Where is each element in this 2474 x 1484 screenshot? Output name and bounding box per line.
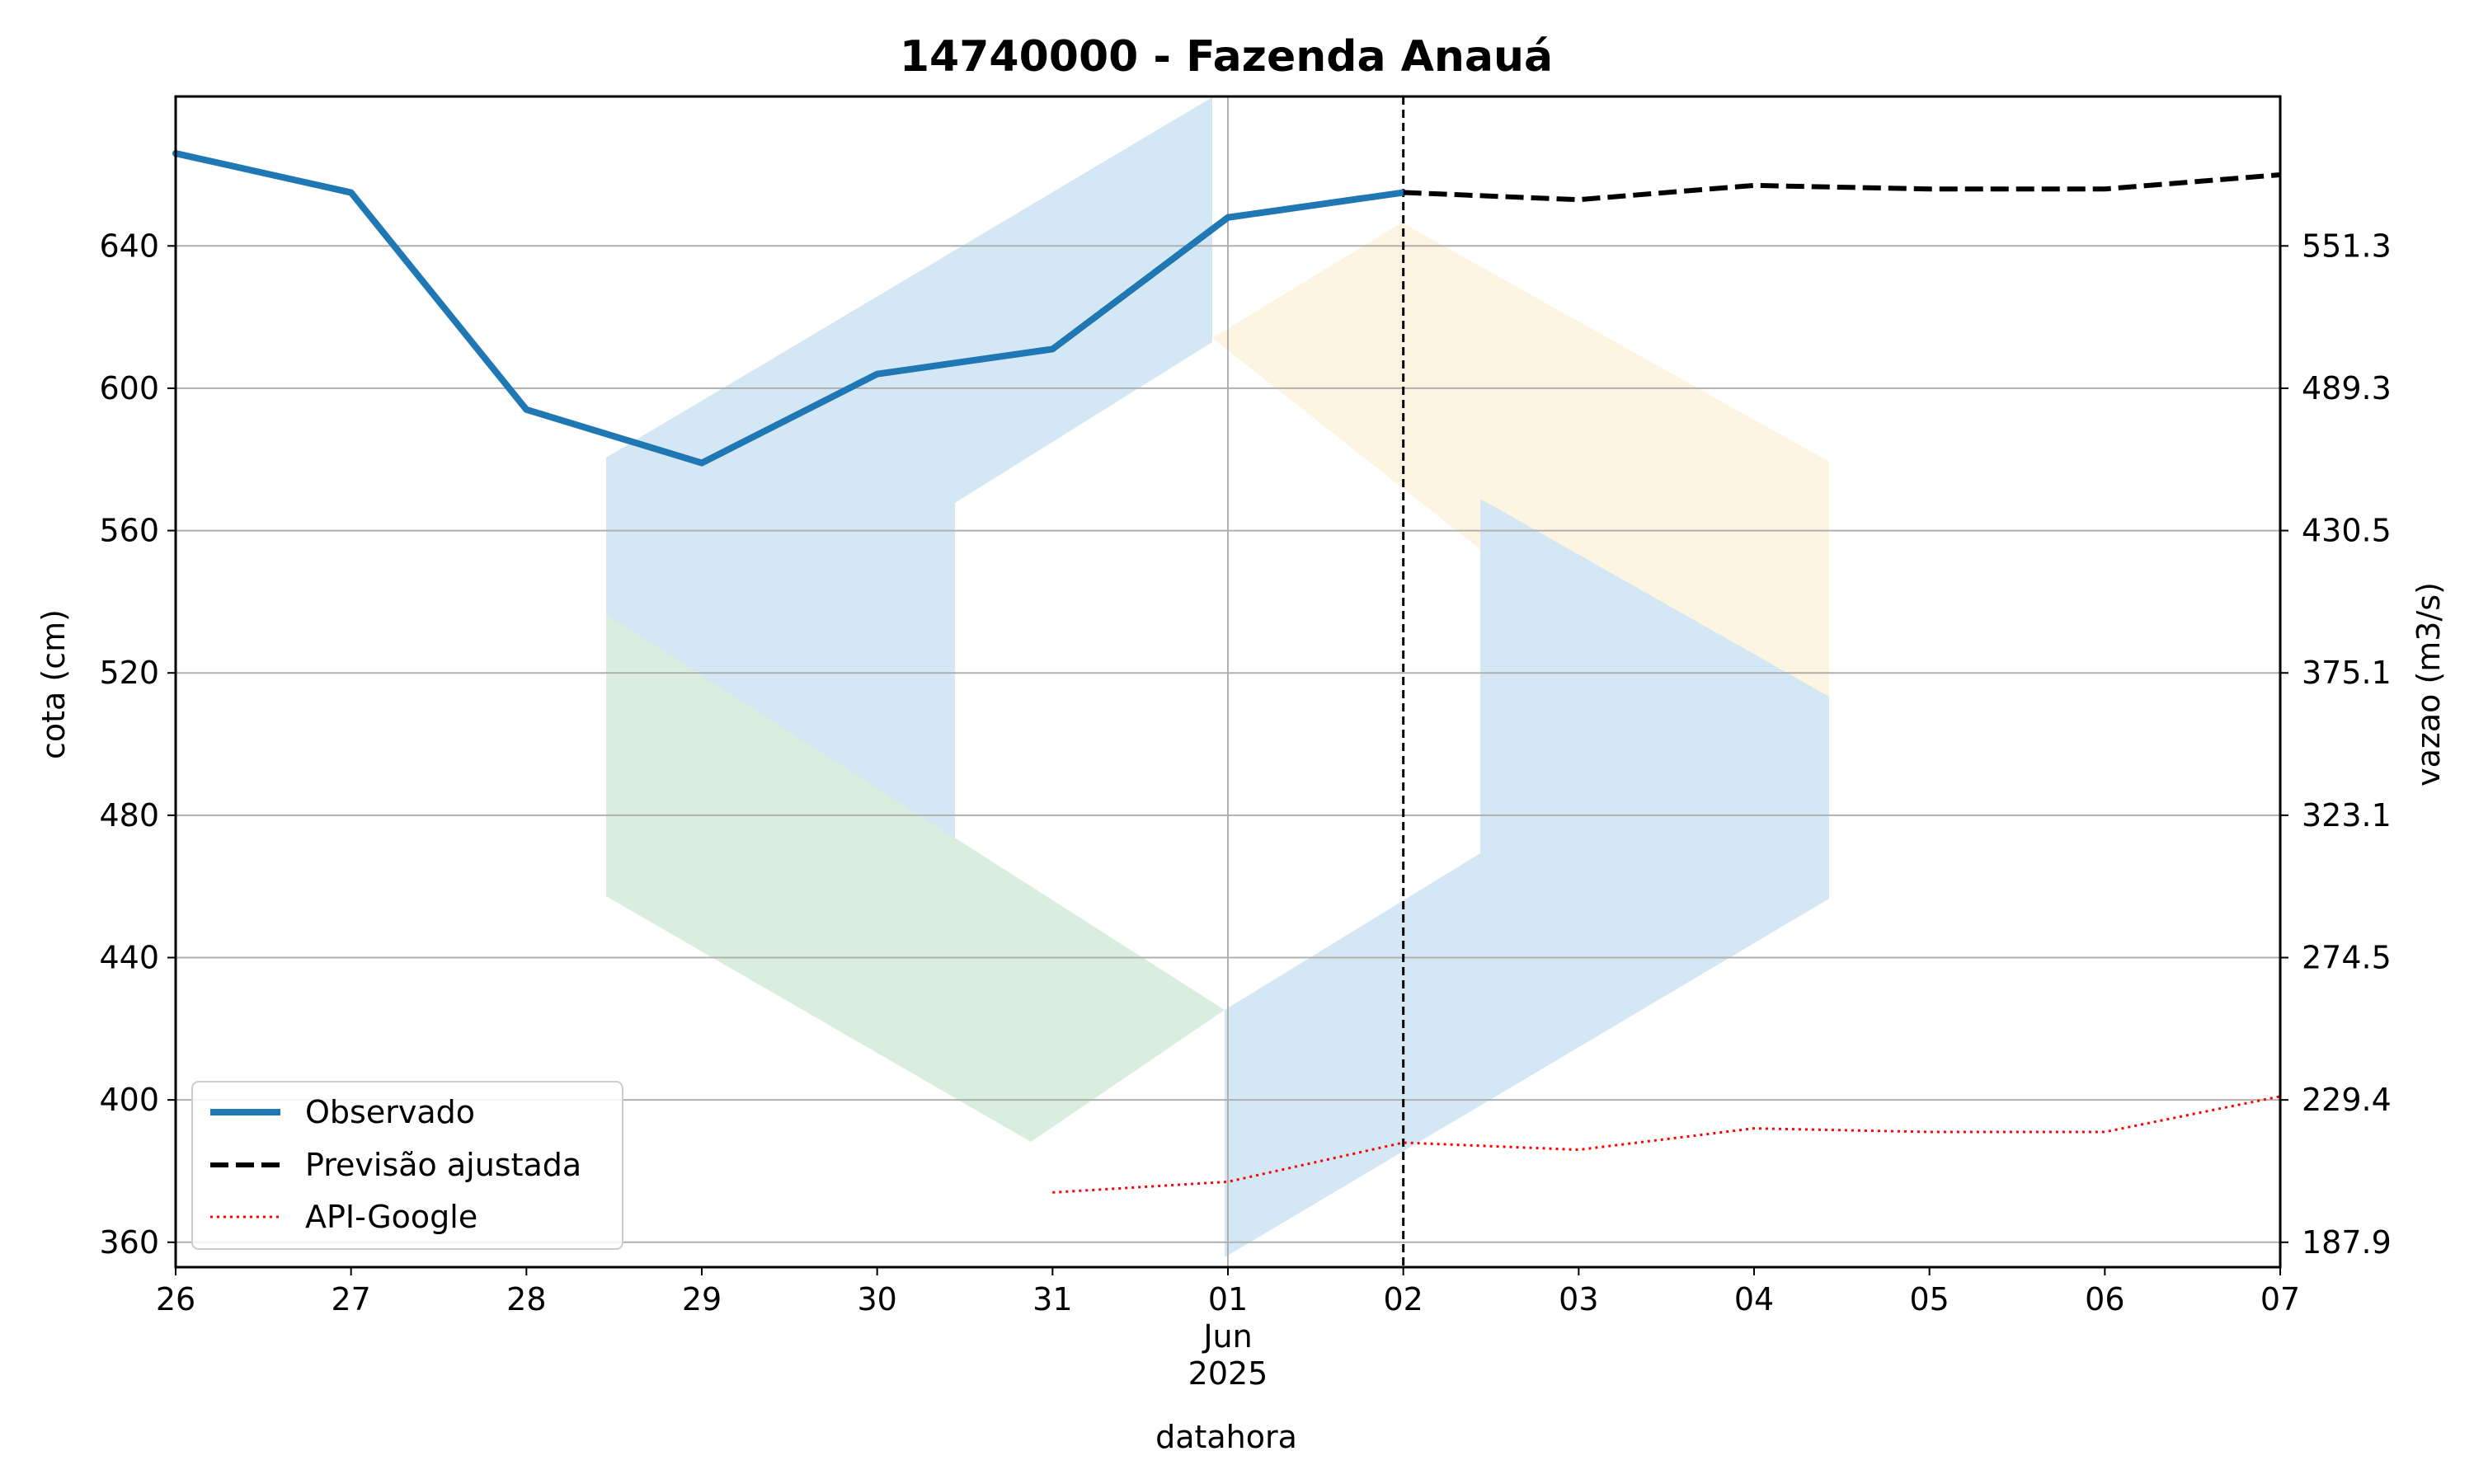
x-axis-label: datahora bbox=[1155, 1419, 1297, 1455]
xtick-label: 28 bbox=[506, 1281, 546, 1317]
xtick-label: 26 bbox=[156, 1281, 195, 1317]
xtick-label: 27 bbox=[331, 1281, 370, 1317]
xtick-label: 30 bbox=[857, 1281, 896, 1317]
chart-title: 14740000 - Fazenda Anauá bbox=[900, 32, 1553, 82]
ytick-label: 640 bbox=[99, 228, 159, 264]
plot-frame bbox=[174, 95, 2282, 1269]
xtick-sublabel: 2025 bbox=[1188, 1355, 1268, 1392]
xtick-label: 04 bbox=[1734, 1281, 1774, 1317]
series-layer bbox=[172, 96, 2281, 1267]
y2tick-label: 187.9 bbox=[2302, 1224, 2392, 1261]
xtick-label: 31 bbox=[1032, 1281, 1072, 1317]
ytick-label: 520 bbox=[99, 655, 159, 691]
ytick-label: 560 bbox=[99, 513, 159, 549]
xtick-label: 06 bbox=[2085, 1281, 2124, 1317]
ytick-label: 480 bbox=[99, 797, 159, 834]
ytick-label: 600 bbox=[99, 370, 159, 406]
series-line-previs-o-ajustada bbox=[1403, 171, 2281, 203]
y2-axis-label: vazao (m3/s) bbox=[2411, 582, 2447, 787]
y2tick-label: 229.4 bbox=[2302, 1082, 2392, 1118]
xtick-label: 02 bbox=[1383, 1281, 1423, 1317]
y2tick-label: 430.5 bbox=[2302, 513, 2392, 549]
ytick-label: 360 bbox=[99, 1224, 159, 1261]
y2tick-label: 274.5 bbox=[2302, 939, 2392, 975]
y-axis-label: cota (cm) bbox=[35, 609, 72, 759]
y2tick-label: 375.1 bbox=[2302, 655, 2392, 691]
ytick-label: 400 bbox=[99, 1082, 159, 1118]
y2tick-label: 551.3 bbox=[2302, 228, 2392, 264]
legend-label-api-google: API-Google bbox=[305, 1199, 477, 1235]
legend-label-observado: Observado bbox=[305, 1094, 475, 1130]
xtick-label: 07 bbox=[2260, 1281, 2300, 1317]
legend: Observado Previsão ajustada API-Google bbox=[191, 1081, 623, 1250]
xtick-label: 03 bbox=[1559, 1281, 1598, 1317]
legend-box bbox=[191, 1081, 623, 1250]
xtick-label: 05 bbox=[1909, 1281, 1949, 1317]
series-line-api-google bbox=[1052, 1095, 2281, 1194]
xtick-sublabel: Jun bbox=[1202, 1318, 1252, 1355]
y2tick-label: 323.1 bbox=[2302, 797, 2392, 834]
ytick-label: 440 bbox=[99, 939, 159, 975]
xtick-label: 01 bbox=[1208, 1281, 1248, 1317]
xtick-label: 29 bbox=[682, 1281, 722, 1317]
series-line-observado bbox=[172, 150, 1407, 467]
watermark-logo bbox=[606, 97, 1829, 1257]
y2tick-label: 489.3 bbox=[2302, 370, 2392, 406]
legend-label-previsao: Previsão ajustada bbox=[305, 1147, 581, 1183]
axes: 640 551.3 600 489.3 560 430.5 520 375.1 480 323.1… bbox=[99, 95, 2392, 1392]
